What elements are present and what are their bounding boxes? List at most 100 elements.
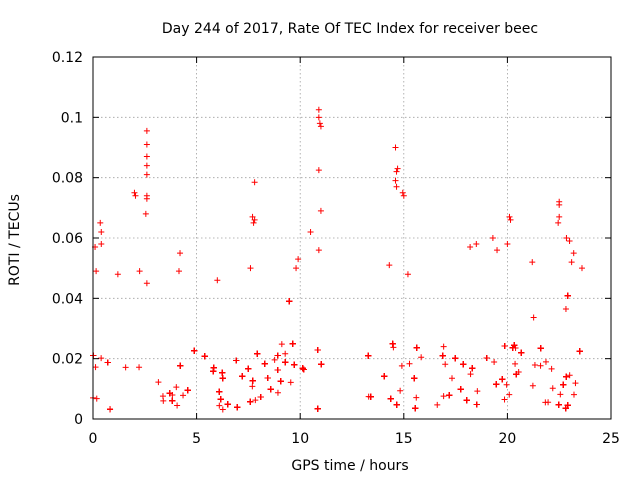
data-point — [412, 405, 419, 412]
data-point — [271, 356, 278, 363]
data-point — [184, 387, 191, 394]
data-point — [160, 397, 167, 404]
data-point — [501, 342, 508, 349]
data-point — [434, 401, 441, 408]
data-point — [506, 213, 513, 220]
chart-title: Day 244 of 2017, Rate Of TEC Index for r… — [162, 21, 538, 37]
data-point — [224, 401, 231, 408]
data-point — [390, 344, 397, 351]
data-point — [233, 357, 240, 364]
data-point — [413, 394, 420, 401]
data-point — [307, 228, 314, 235]
data-point — [143, 141, 150, 148]
data-point — [293, 265, 300, 272]
data-point — [93, 395, 100, 402]
data-point — [286, 298, 293, 305]
data-point — [389, 340, 396, 347]
data-point — [295, 256, 302, 263]
data-point — [393, 168, 400, 175]
data-point — [530, 314, 537, 321]
data-point — [556, 213, 563, 220]
data-point — [473, 401, 480, 408]
data-point — [247, 265, 254, 272]
data-point — [473, 241, 480, 248]
data-point — [251, 216, 258, 223]
data-point — [507, 216, 514, 223]
data-point — [564, 292, 571, 299]
data-point — [494, 247, 501, 254]
data-point — [92, 364, 99, 371]
data-point — [446, 392, 453, 399]
data-point — [318, 361, 325, 368]
data-point — [442, 361, 449, 368]
data-point — [512, 360, 519, 367]
data-point — [239, 373, 246, 380]
data-point — [576, 348, 583, 355]
data-point — [548, 365, 555, 372]
data-point — [177, 250, 184, 257]
data-point — [249, 383, 256, 390]
data-point — [397, 387, 404, 394]
data-point — [287, 379, 294, 386]
data-point — [392, 144, 399, 151]
data-point — [317, 123, 324, 130]
data-point — [314, 405, 321, 412]
data-point — [216, 388, 223, 395]
data-point — [542, 399, 549, 406]
data-point — [467, 371, 474, 378]
data-point — [474, 388, 481, 395]
data-point — [249, 377, 256, 384]
data-point — [537, 362, 544, 369]
data-point — [560, 381, 567, 388]
data-point — [299, 365, 306, 372]
data-point — [214, 277, 221, 284]
data-point — [143, 153, 150, 160]
data-point — [291, 361, 298, 368]
data-point — [315, 114, 322, 121]
data-point — [219, 406, 226, 413]
data-point — [381, 373, 388, 380]
data-point — [511, 342, 518, 349]
data-point — [566, 238, 573, 245]
data-point — [274, 367, 281, 374]
data-points — [90, 106, 585, 413]
data-point — [166, 390, 173, 397]
data-point — [278, 341, 285, 348]
data-point — [564, 402, 571, 409]
data-point — [245, 365, 252, 372]
data-point — [418, 354, 425, 361]
data-point — [143, 171, 150, 178]
data-point — [201, 353, 208, 360]
data-point — [393, 401, 400, 408]
data-point — [529, 259, 536, 266]
data-point — [400, 192, 407, 199]
data-point — [97, 219, 104, 226]
data-point — [317, 207, 324, 214]
data-point — [365, 352, 372, 359]
data-point — [563, 373, 570, 380]
data-point — [169, 397, 176, 404]
data-point — [98, 228, 105, 235]
data-point — [173, 384, 180, 391]
data-point — [529, 382, 536, 389]
data-point — [555, 401, 562, 408]
data-point — [452, 355, 459, 362]
data-point — [267, 386, 274, 393]
data-point — [122, 364, 129, 371]
data-point — [570, 391, 577, 398]
data-point — [143, 195, 150, 202]
data-point — [531, 361, 538, 368]
data-point — [289, 340, 296, 347]
data-point — [315, 167, 322, 174]
data-point — [143, 280, 150, 287]
data-point — [142, 210, 149, 217]
data-point — [392, 177, 399, 184]
data-point — [563, 235, 570, 241]
data-point — [132, 192, 139, 199]
data-point — [413, 344, 420, 351]
data-point — [252, 397, 259, 404]
data-point — [457, 386, 464, 393]
data-point — [542, 358, 549, 365]
data-point — [219, 369, 226, 376]
